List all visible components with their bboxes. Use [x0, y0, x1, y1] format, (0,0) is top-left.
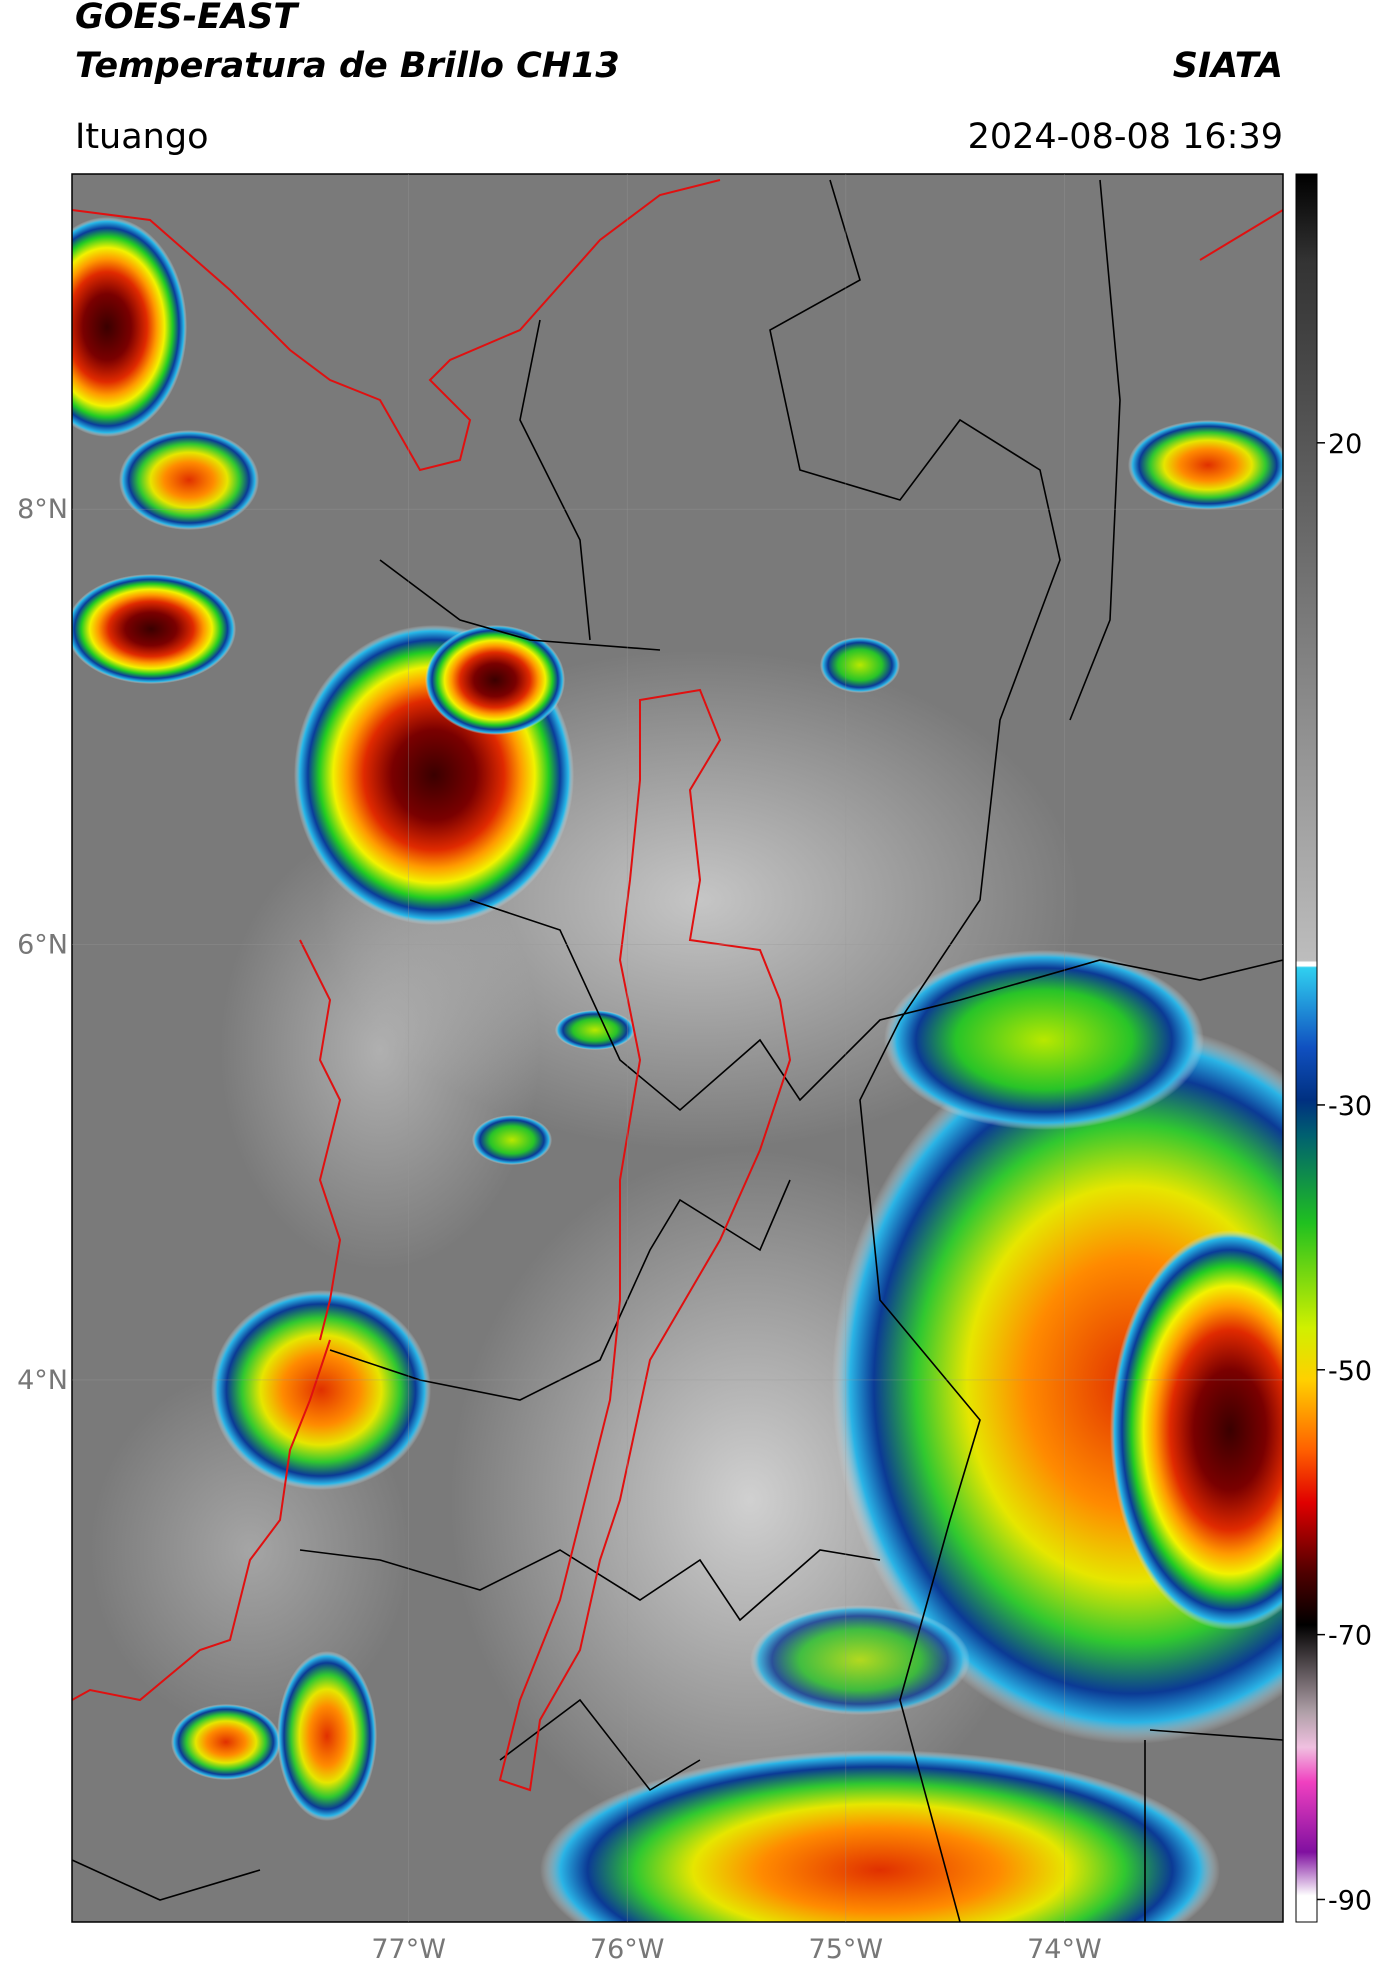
datetime: 2024-08-08 16:39 [968, 117, 1283, 157]
colorbar-tick-label: -50 [1328, 1356, 1372, 1387]
colorbar-tick-label: 20 [1328, 429, 1362, 460]
location: Ituango [75, 117, 209, 157]
product-title: Temperatura de Brillo CH13 [75, 46, 620, 86]
organization: SIATA [1173, 46, 1283, 86]
satellite-image [72, 174, 1283, 1922]
map-frame [71, 173, 1284, 1923]
lat-tick-label: 8°N [17, 494, 68, 525]
satellite-title: GOES-EAST [75, 0, 300, 37]
colorbar-tick-label: -90 [1328, 1885, 1372, 1916]
colorbar [1295, 173, 1318, 1923]
colorbar-tick-label: -70 [1328, 1621, 1372, 1652]
lat-tick-label: 6°N [17, 930, 68, 961]
lon-tick-label: 75°W [809, 1934, 884, 1965]
colorbar-tick-label: -30 [1328, 1091, 1372, 1122]
lon-tick-label: 76°W [590, 1934, 665, 1965]
lon-tick-label: 74°W [1027, 1934, 1102, 1965]
lat-tick-label: 4°N [17, 1365, 68, 1396]
lon-tick-label: 77°W [371, 1934, 446, 1965]
